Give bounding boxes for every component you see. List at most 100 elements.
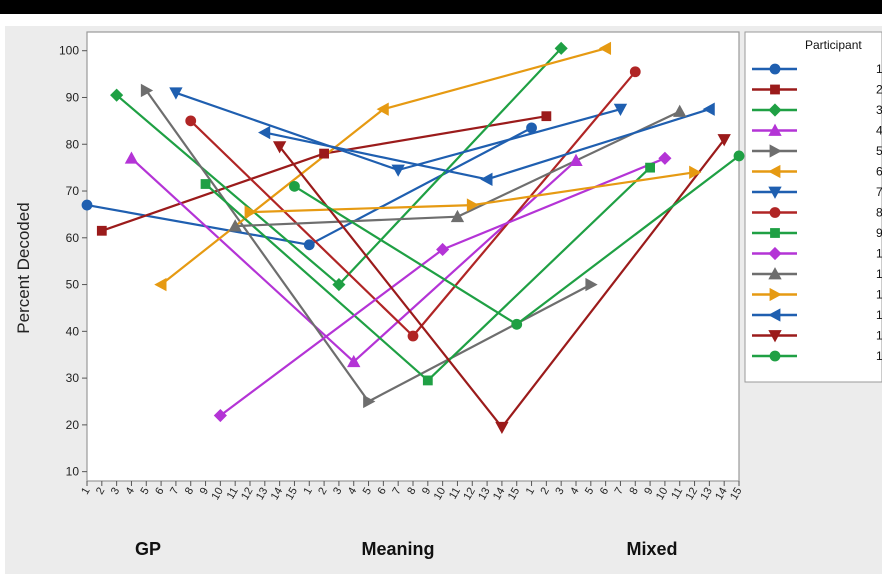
- legend-label: 10: [876, 247, 882, 261]
- legend-label: 14: [876, 329, 882, 343]
- data-point: [363, 394, 376, 409]
- legend-title: Participant: [805, 38, 862, 52]
- x-tick-label: 5: [583, 486, 596, 497]
- x-tick-label: 4: [568, 486, 581, 497]
- data-point: [110, 88, 124, 102]
- data-point: [769, 207, 781, 218]
- data-point: [303, 239, 315, 251]
- data-point: [768, 330, 782, 343]
- x-tick-label: 4: [124, 486, 137, 497]
- y-tick-label: 70: [66, 184, 80, 198]
- legend-label: 12: [876, 288, 882, 302]
- data-point: [554, 41, 568, 55]
- legend-label: 11: [876, 267, 882, 281]
- data-point: [436, 242, 450, 257]
- data-point: [673, 104, 687, 117]
- plot-background: [86, 31, 740, 482]
- data-point: [480, 172, 493, 187]
- data-point: [96, 225, 107, 236]
- y-tick-label: 50: [66, 278, 80, 292]
- data-point: [598, 41, 612, 56]
- y-tick-label: 20: [66, 418, 80, 432]
- x-tick-label: 2: [316, 486, 329, 497]
- x-tick-label: 13: [698, 486, 715, 503]
- x-tick-label: 2: [94, 486, 107, 497]
- y-tick-label: 100: [59, 44, 79, 58]
- x-tick-label: 10: [654, 486, 671, 503]
- x-tick-label: 15: [728, 486, 745, 503]
- data-point: [319, 148, 329, 159]
- data-point: [347, 354, 361, 368]
- x-tick-label: 1: [524, 486, 537, 497]
- x-tick-label: 10: [209, 486, 226, 503]
- data-point: [658, 151, 672, 165]
- legend-label: 7: [876, 185, 882, 199]
- x-tick-label: 12: [461, 486, 478, 503]
- x-tick-label: 8: [405, 486, 418, 497]
- x-tick-label: 9: [198, 486, 211, 497]
- x-tick-label: 7: [168, 486, 181, 497]
- data-point: [154, 277, 167, 292]
- data-point: [770, 84, 780, 95]
- data-point: [185, 115, 197, 127]
- x-tick-label: 7: [613, 486, 626, 497]
- x-tick-label: 13: [254, 486, 271, 503]
- data-point: [272, 141, 287, 154]
- data-point: [200, 179, 211, 189]
- x-tick-label: 9: [420, 486, 433, 497]
- data-point: [495, 421, 509, 435]
- legend-label: 9: [876, 226, 882, 240]
- x-tick-label: 14: [491, 485, 508, 502]
- data-point: [629, 66, 641, 78]
- x-tick-label: 1: [79, 486, 92, 497]
- data-point: [289, 180, 300, 192]
- data-point: [733, 150, 745, 162]
- data-point: [244, 205, 257, 219]
- x-tick-label: 11: [447, 486, 463, 502]
- data-point: [769, 350, 781, 362]
- data-point: [332, 277, 346, 292]
- x-tick-label: 3: [109, 486, 122, 497]
- y-axis-label: Percent Decoded: [14, 202, 33, 333]
- legend-label: 13: [876, 308, 882, 322]
- data-point: [376, 102, 389, 116]
- data-point: [169, 87, 183, 100]
- group-label: GP: [135, 539, 161, 559]
- x-tick-label: 12: [684, 486, 701, 503]
- legend-label: 3: [876, 103, 882, 117]
- data-point: [541, 111, 552, 122]
- group-label: Meaning: [361, 539, 434, 559]
- x-tick-label: 7: [390, 486, 403, 497]
- data-point: [124, 151, 139, 164]
- x-tick-label: 9: [642, 486, 655, 497]
- data-point: [391, 164, 405, 177]
- data-point: [466, 198, 480, 212]
- data-point: [140, 83, 154, 98]
- x-tick-label: 14: [269, 486, 286, 503]
- x-tick-label: 6: [598, 486, 611, 497]
- data-point: [228, 219, 242, 232]
- x-tick-label: 1: [301, 486, 314, 497]
- legend-box: [744, 31, 882, 383]
- y-tick-label: 10: [66, 465, 80, 479]
- data-point: [645, 162, 655, 173]
- data-point: [769, 287, 782, 302]
- x-tick-label: 13: [476, 486, 493, 503]
- y-tick-label: 40: [66, 324, 80, 338]
- x-tick-label: 15: [506, 486, 523, 503]
- legend-label: 4: [876, 124, 882, 138]
- data-point: [769, 63, 781, 75]
- x-tick-label: 6: [376, 486, 389, 497]
- legend-label: 6: [876, 165, 882, 179]
- x-tick-label: 14: [713, 486, 730, 503]
- data-point: [768, 103, 782, 117]
- data-point: [768, 246, 782, 261]
- x-tick-label: 11: [225, 486, 241, 502]
- legend-label: 5: [876, 144, 882, 158]
- x-tick-label: 5: [138, 486, 151, 497]
- top-rule: [0, 0, 882, 14]
- data-point: [702, 102, 715, 116]
- x-tick-label: 8: [183, 486, 196, 497]
